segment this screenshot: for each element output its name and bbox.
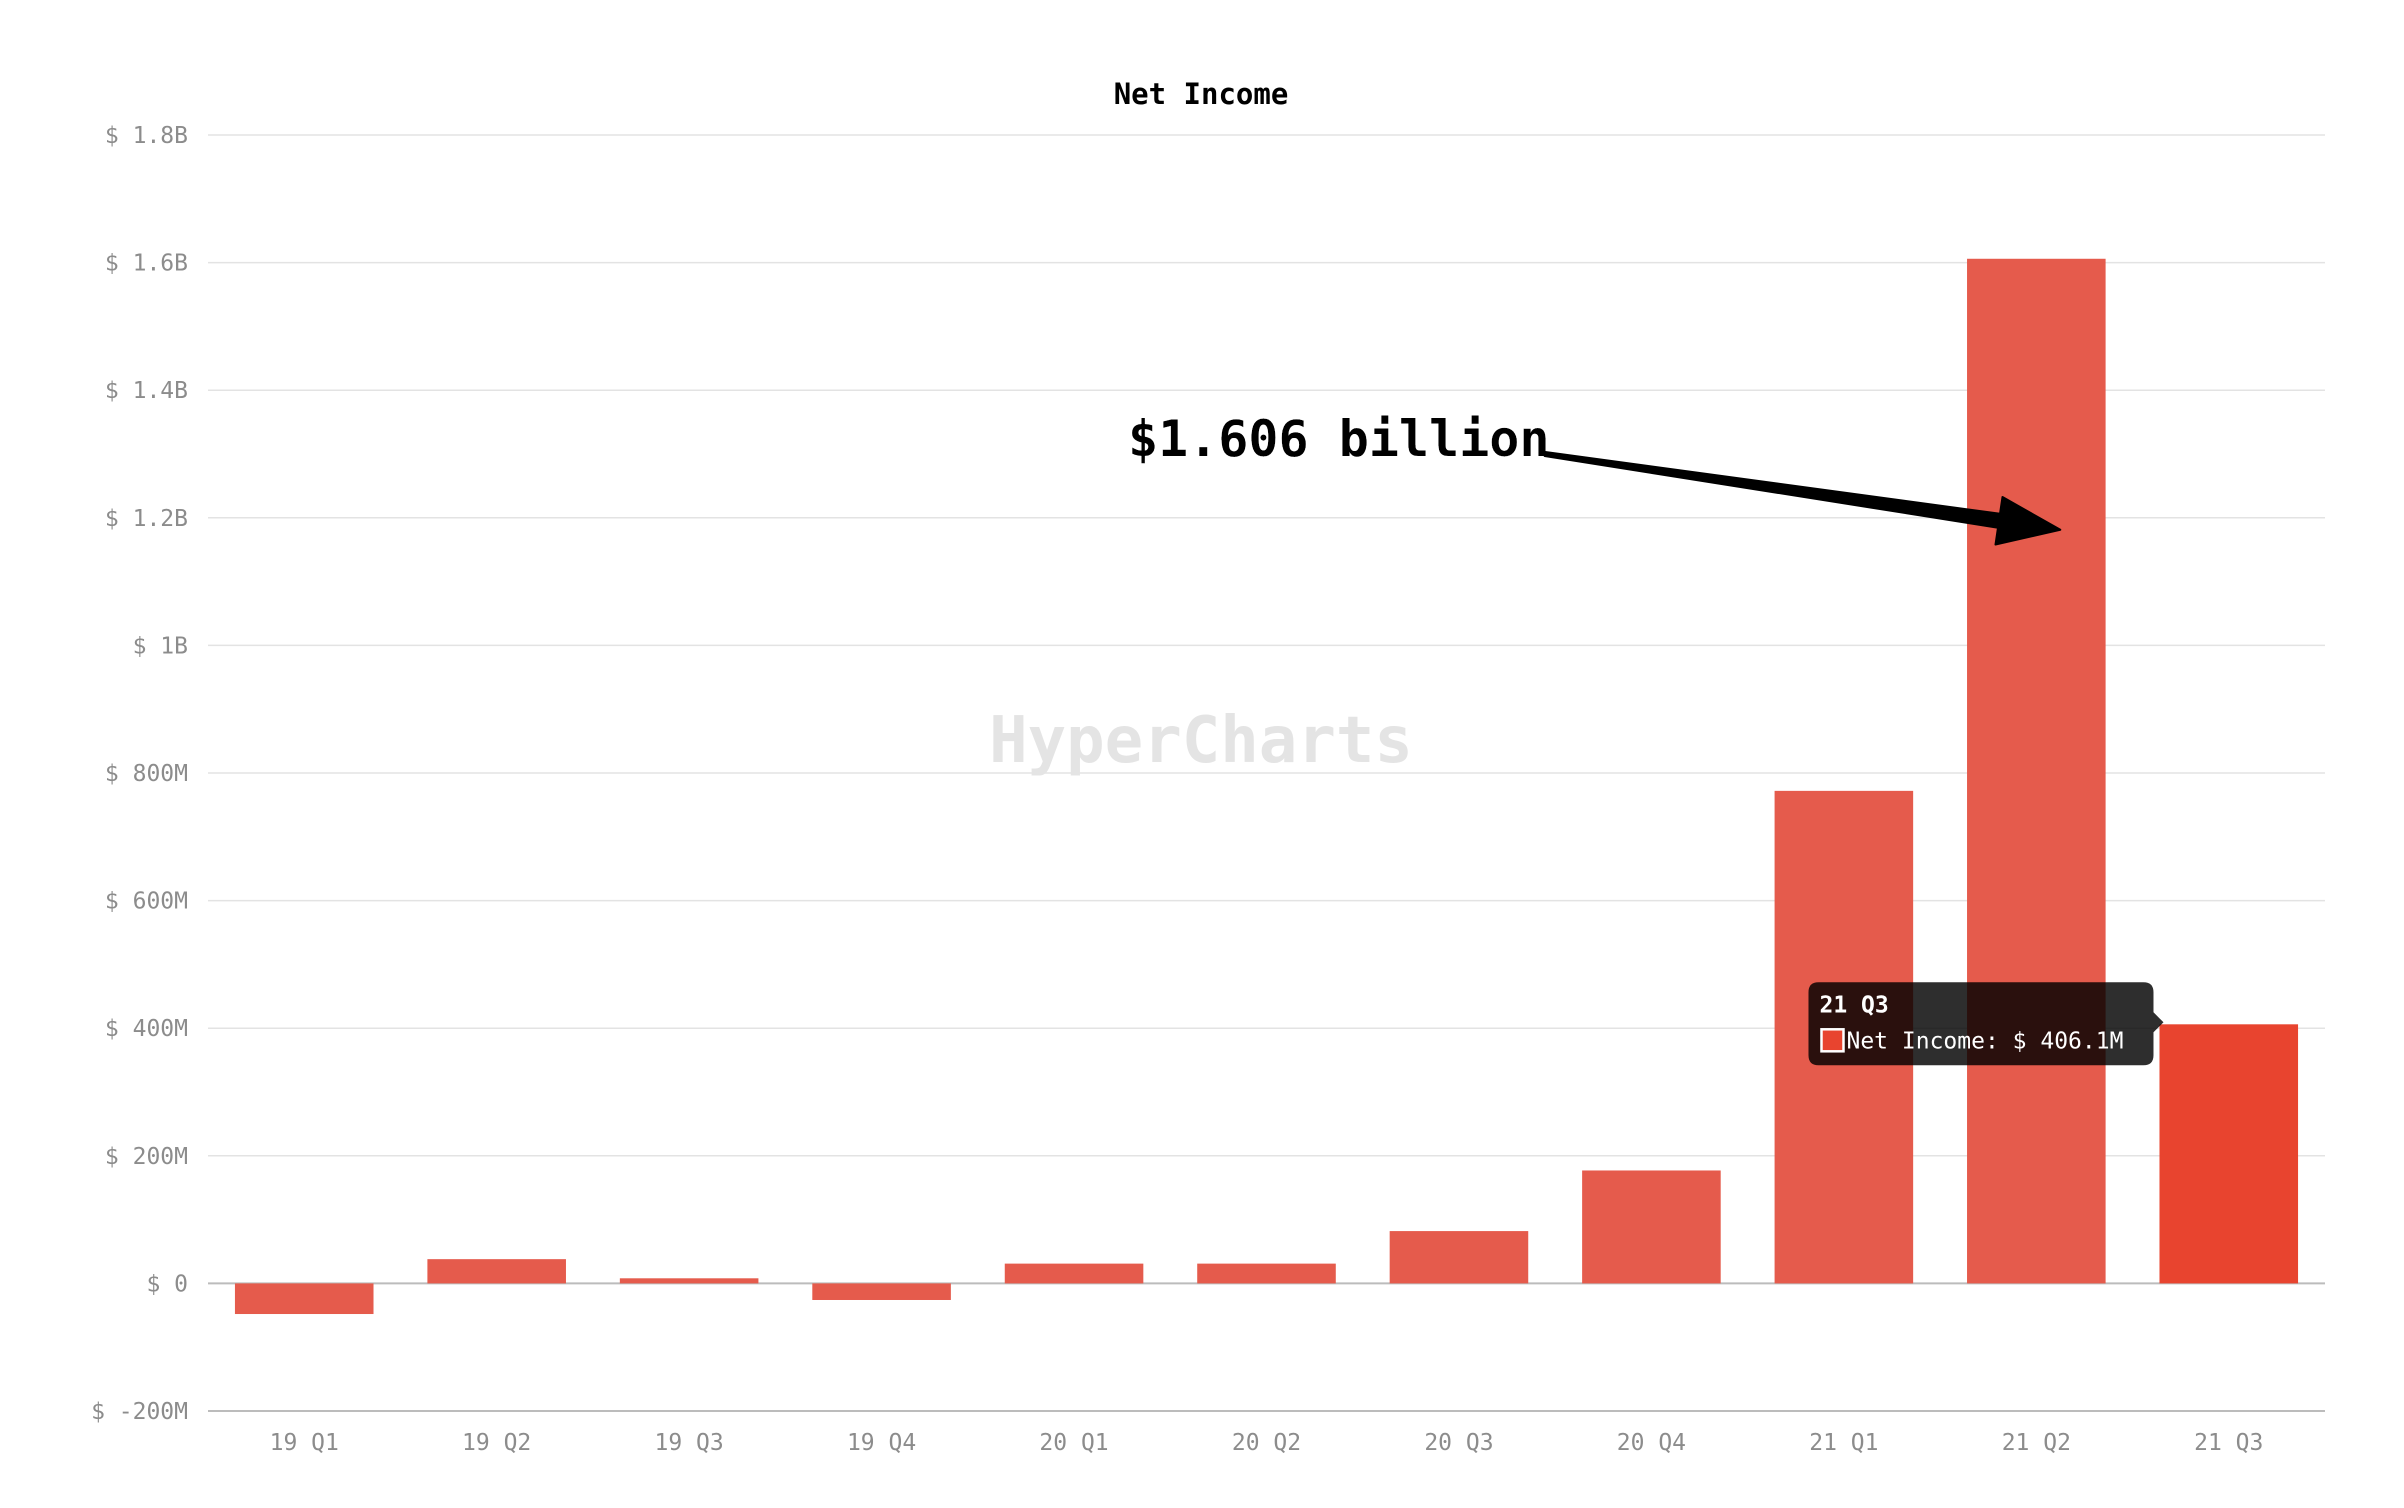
- y-tick-label: $ 1.8B: [105, 123, 188, 149]
- bar-20-q3[interactable]: [1390, 1231, 1529, 1283]
- x-tick-label: 19 Q2: [462, 1430, 531, 1456]
- y-tick-label: $ 200M: [105, 1144, 188, 1170]
- tooltip: 21 Q3 Net Income: $ 406.1M: [1808, 982, 2163, 1065]
- y-tick-label: $ 400M: [105, 1016, 188, 1042]
- y-tick-label: $ 1B: [133, 633, 188, 659]
- y-tick-label: $ 1.4B: [105, 378, 188, 404]
- y-axis-tick-labels: $ -200M $ 0 $ 200M $ 400M $ 600M $ 800M $ 1B $ …: [91, 123, 188, 1425]
- x-tick-label: 20 Q4: [1617, 1430, 1686, 1456]
- x-axis-tick-labels: 19 Q1 19 Q2 19 Q3 19 Q4 20 Q1 20 Q2 20 Q3 20 Q4…: [270, 1430, 2264, 1456]
- x-tick-label: 20 Q2: [1232, 1430, 1301, 1456]
- y-tick-label: $ -200M: [91, 1399, 188, 1425]
- bar-19-q3[interactable]: [620, 1278, 759, 1283]
- y-tick-label: $ 1.6B: [105, 251, 188, 277]
- x-tick-label: 21 Q3: [2194, 1430, 2263, 1456]
- x-tick-label: 19 Q1: [270, 1430, 339, 1456]
- x-tick-label: 21 Q2: [2002, 1430, 2071, 1456]
- bar-21-q2[interactable]: [1967, 259, 2106, 1284]
- bar-21-q3[interactable]: [2159, 1024, 2298, 1283]
- annotation: $1.606 billion: [1128, 410, 2060, 545]
- tooltip-value: Net Income: $ 406.1M: [1846, 1028, 2123, 1054]
- bar-20-q2[interactable]: [1197, 1264, 1336, 1284]
- x-tick-label: 19 Q4: [847, 1430, 916, 1456]
- bar-19-q1[interactable]: [235, 1283, 374, 1314]
- chart-title: Net Income: [1114, 77, 1289, 111]
- annotation-text: $1.606 billion: [1128, 410, 1549, 468]
- y-tick-label: $ 0: [146, 1271, 188, 1297]
- tooltip-title: 21 Q3: [1819, 992, 1888, 1018]
- bar-20-q4[interactable]: [1582, 1170, 1721, 1283]
- x-tick-label: 21 Q1: [1809, 1430, 1878, 1456]
- x-tick-label: 20 Q1: [1039, 1430, 1108, 1456]
- bar-19-q4[interactable]: [812, 1283, 951, 1300]
- x-tick-label: 19 Q3: [655, 1430, 724, 1456]
- watermark-text: HyperCharts: [989, 704, 1413, 778]
- bar-19-q2[interactable]: [427, 1259, 566, 1283]
- tooltip-series-swatch: [1821, 1029, 1843, 1051]
- x-tick-label: 20 Q3: [1424, 1430, 1493, 1456]
- y-tick-label: $ 600M: [105, 889, 188, 915]
- y-tick-label: $ 800M: [105, 761, 188, 787]
- y-tick-label: $ 1.2B: [105, 506, 188, 532]
- bar-20-q1[interactable]: [1005, 1264, 1144, 1284]
